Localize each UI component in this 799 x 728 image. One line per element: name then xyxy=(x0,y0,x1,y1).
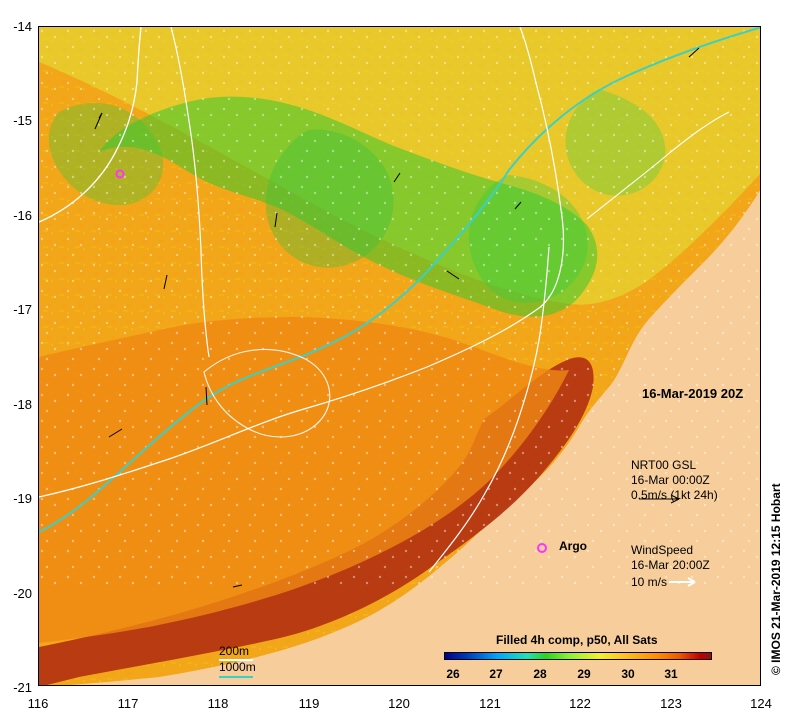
latitude-tick-label: -14 xyxy=(13,19,32,34)
colorbar-tick-label: 29 xyxy=(577,667,591,681)
longitude-tick-label: 118 xyxy=(207,696,229,711)
latitude-tick-label: -19 xyxy=(13,491,32,506)
longitude-tick-label: 123 xyxy=(660,696,682,711)
copyright-label: © IMOS 21-Mar-2019 12:15 Hobart xyxy=(769,483,783,675)
contour-200m-legend-line xyxy=(219,659,253,661)
contour-200m-legend: 200m xyxy=(219,644,250,658)
latitude-tick-label: -20 xyxy=(13,586,32,601)
wind-legend-time: 16-Mar 20:00Z xyxy=(631,558,710,572)
sst-map-canvas xyxy=(39,27,760,685)
wind-legend-title: WindSpeed xyxy=(631,543,694,557)
gsl-legend-title: NRT00 GSL xyxy=(631,458,697,472)
argo-marker-point xyxy=(537,543,547,553)
longitude-tick-label: 116 xyxy=(27,696,49,711)
composite-label: Filled 4h comp, p50, All Sats xyxy=(496,633,658,647)
wind-legend-scale: 10 m/s xyxy=(631,575,668,589)
gsl-legend-scale: 0.5m/s (1kt 24h) xyxy=(631,488,718,502)
contour-1000m-legend: 1000m xyxy=(219,660,256,674)
date-label: 16-Mar-2019 20Z xyxy=(642,386,744,401)
colorbar-tick-label: 28 xyxy=(533,667,547,681)
argo-label: Argo xyxy=(559,539,587,553)
argo-marker-point-secondary xyxy=(115,169,125,179)
legend-wind-arrow xyxy=(669,577,696,587)
latitude-tick-label: -16 xyxy=(13,208,32,223)
contour-1000m-legend-line xyxy=(219,676,253,678)
longitude-tick-label: 121 xyxy=(479,696,501,711)
wind-vectors xyxy=(94,47,700,588)
gsl-legend-time: 16-Mar 00:00Z xyxy=(631,473,710,487)
latitude-tick-label: -17 xyxy=(13,302,32,317)
colorbar-tick-label: 30 xyxy=(621,667,635,681)
longitude-tick-label: 120 xyxy=(388,696,410,711)
colorbar-tick-label: 26 xyxy=(446,667,460,681)
longitude-tick-label: 119 xyxy=(298,696,320,711)
sst-map: 16-Mar-2019 20Z NRT00 GSL 16-Mar 00:00Z … xyxy=(38,26,761,686)
colorbar-tick-label: 27 xyxy=(489,667,503,681)
sst-colorbar xyxy=(444,652,712,660)
colorbar-tick-label: 31 xyxy=(664,667,678,681)
longitude-tick-label: 124 xyxy=(750,696,772,711)
contour-200m xyxy=(39,27,142,223)
longitude-tick-label: 122 xyxy=(569,696,591,711)
longitude-tick-label: 117 xyxy=(117,696,139,711)
contour-1000m xyxy=(39,27,760,533)
latitude-tick-label: -21 xyxy=(13,680,32,695)
latitude-tick-label: -18 xyxy=(13,397,32,412)
latitude-tick-label: -15 xyxy=(13,113,32,128)
